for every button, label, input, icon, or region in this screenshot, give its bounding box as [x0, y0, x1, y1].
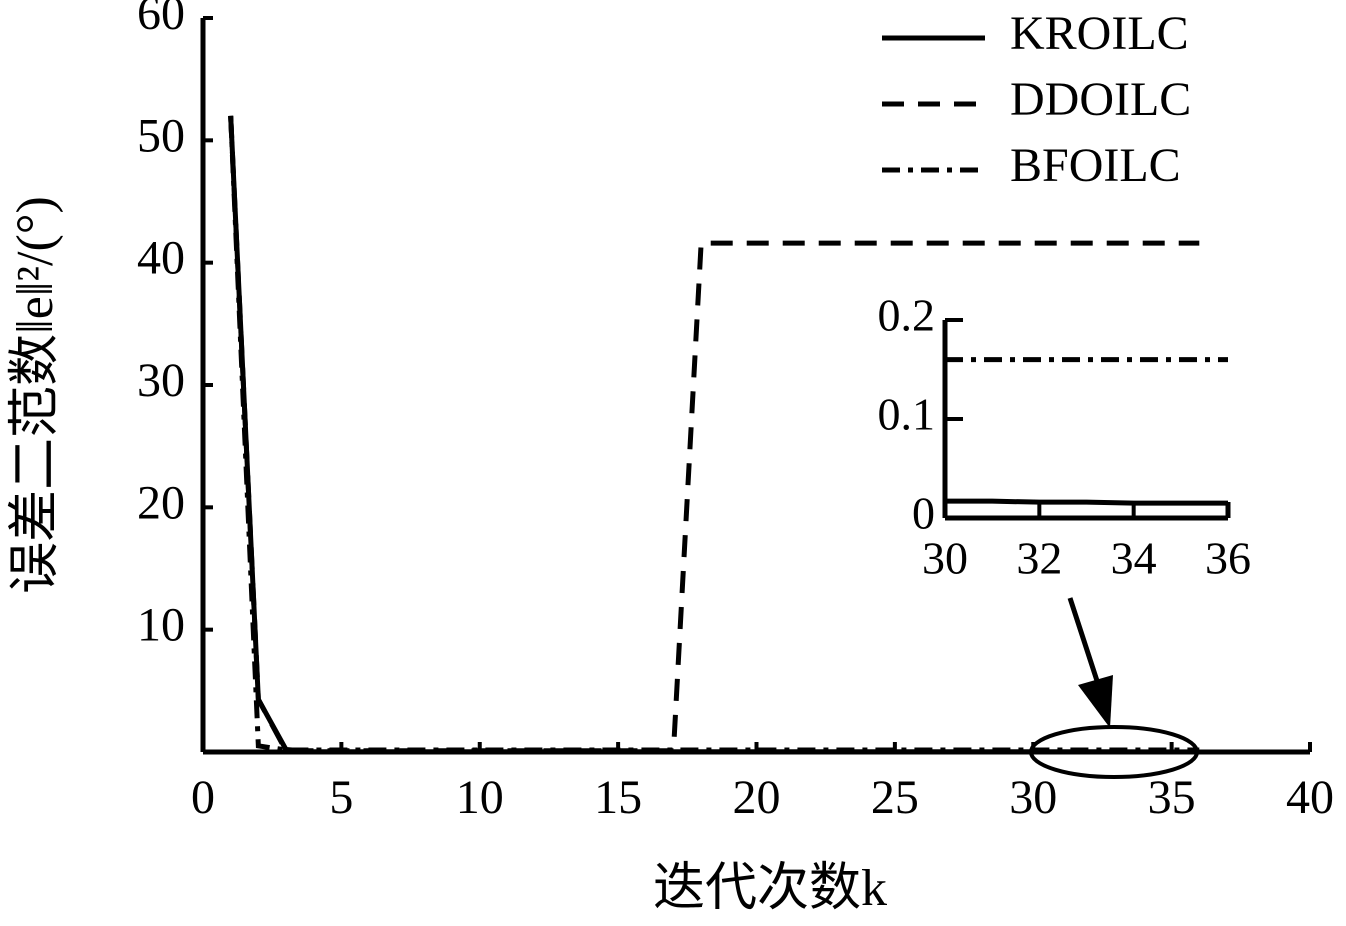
y-tick-label: 10: [137, 599, 185, 652]
inset-x-tick-label: 34: [1111, 533, 1157, 584]
y-tick-label: 40: [137, 232, 185, 285]
x-tick-label: 15: [594, 771, 642, 824]
y-axis-label: 误差二范数‖e‖²/(°): [7, 196, 64, 594]
x-tick-label: 20: [733, 771, 781, 824]
inset-x-tick-label: 30: [922, 533, 968, 584]
x-tick-label: 25: [871, 771, 919, 824]
legend-label: KROILC: [1010, 7, 1189, 60]
y-tick-label: 30: [137, 354, 185, 407]
data-line: [228, 115, 1200, 753]
x-tick-label: 40: [1286, 771, 1334, 824]
inset-x-tick-label: 36: [1205, 533, 1251, 584]
y-tick-label: 60: [137, 0, 185, 40]
data-line: [228, 115, 1200, 755]
arrow-head: [1078, 675, 1113, 728]
x-tick-label: 5: [329, 771, 353, 824]
inset-y-tick-label: 0: [912, 488, 935, 539]
inset-y-tick-label: 0.2: [878, 290, 936, 341]
x-tick-label: 35: [1148, 771, 1196, 824]
x-axis-label: 迭代次数k: [653, 860, 887, 917]
inset-x-tick-label: 32: [1016, 533, 1062, 584]
data-line: [945, 498, 1228, 506]
arrow-shaft: [1067, 597, 1103, 691]
y-tick-label: 20: [137, 476, 185, 529]
x-tick-label: 10: [456, 771, 504, 824]
x-tick-label: 30: [1009, 771, 1057, 824]
x-tick-label: 0: [191, 771, 215, 824]
data-line: [228, 115, 1200, 754]
inset-y-tick-label: 0.1: [878, 389, 936, 440]
legend-label: BFOILC: [1010, 139, 1181, 192]
y-tick-label: 50: [137, 109, 185, 162]
legend-label: DDOILC: [1010, 73, 1191, 126]
